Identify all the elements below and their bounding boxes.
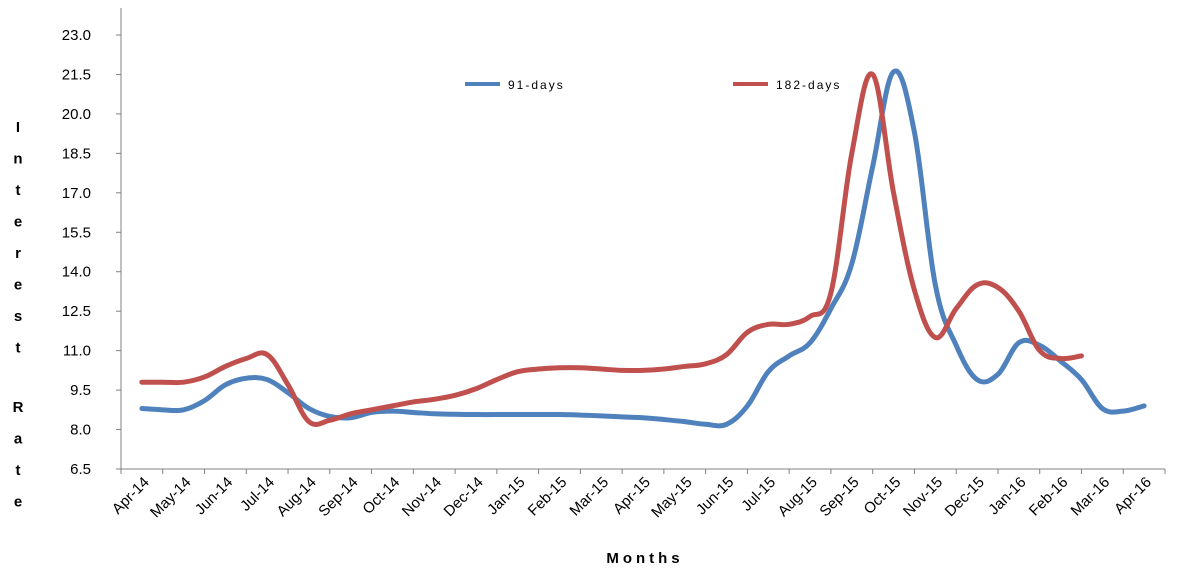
y-tick-label: 8.0 — [70, 422, 91, 439]
x-tick-label: Dec-14 — [441, 474, 487, 520]
legend-label-182-days: 182-days — [776, 78, 841, 92]
y-tick-label: 6.5 — [70, 461, 91, 478]
y-axis-label-letter: s — [14, 308, 22, 325]
series-line-91-days — [139, 68, 1147, 429]
y-axis-label-letter: t — [16, 182, 21, 199]
series-lines — [139, 68, 1147, 429]
x-tick-label: Aug-15 — [775, 474, 821, 520]
y-axis-label-letter: r — [15, 245, 21, 262]
axes — [120, 8, 1165, 470]
y-axis-label-letter: e — [14, 214, 22, 231]
x-axis-label: Months — [606, 550, 683, 567]
legend: 91-days 182-days — [465, 78, 841, 92]
y-axis-label-letter: t — [16, 462, 21, 479]
x-tick-label: Apr-14 — [109, 474, 153, 518]
x-tick-label: Apr-16 — [1111, 474, 1155, 518]
x-tick-label: Dec-15 — [942, 474, 988, 520]
y-axis-label-letter: a — [14, 431, 23, 448]
x-tick-label: Jul-14 — [237, 474, 278, 515]
x-tick-label: Jul-15 — [738, 474, 779, 515]
x-tick-label: Apr-15 — [610, 474, 654, 518]
x-tick-label: Jan-15 — [484, 474, 528, 518]
y-tick-label: 15.5 — [62, 224, 91, 241]
y-tick-label: 23.0 — [62, 27, 91, 44]
x-tick-label: Jun-14 — [192, 474, 236, 518]
x-tick-label: Mar-16 — [1068, 474, 1114, 520]
y-tick-label: 20.0 — [62, 106, 91, 123]
x-tick-label: Sep-14 — [315, 474, 361, 520]
x-tick-label: Feb-16 — [1026, 474, 1072, 520]
y-tick-label: 9.5 — [70, 382, 91, 399]
y-tick-label: 21.5 — [62, 66, 91, 83]
y-tick-label: 18.5 — [62, 145, 91, 162]
y-axis-label-letter: e — [14, 494, 22, 511]
y-axis-label-letter: I — [16, 119, 20, 136]
y-axis-label-letter: R — [13, 399, 24, 416]
legend-label-91-days: 91-days — [508, 78, 565, 92]
x-tick-label: Nov-14 — [399, 474, 445, 520]
y-tick-label: 14.0 — [62, 264, 91, 281]
x-tick-label: May-14 — [147, 474, 194, 521]
x-tick-label: Sep-15 — [816, 474, 862, 520]
x-tick-label: May-15 — [648, 474, 695, 521]
x-tick-label: Jun-15 — [693, 474, 737, 518]
x-tick-label: Aug-14 — [274, 474, 320, 520]
y-axis-label-letter: e — [14, 277, 22, 294]
series-line-182-days — [139, 71, 1084, 427]
x-tick-label: Oct-14 — [359, 474, 403, 518]
x-tick-label: Oct-15 — [861, 474, 905, 518]
x-tick-label: Feb-15 — [525, 474, 571, 520]
x-tick-label: Jan-16 — [985, 474, 1029, 518]
y-tick-label: 11.0 — [63, 343, 91, 360]
x-tick-label: Mar-15 — [566, 474, 612, 520]
y-tick-label: 12.5 — [62, 303, 91, 320]
y-tick-label: 17.0 — [62, 185, 91, 202]
y-axis-label-letter: t — [16, 340, 21, 357]
y-axis-ticks: 6.5 8.0 9.5 11.0 12.5 14.0 15.5 17.0 18.5 20.0 21.… — [62, 27, 121, 478]
y-axis-label-letter: n — [13, 151, 22, 168]
x-tick-label: Nov-15 — [900, 474, 946, 520]
